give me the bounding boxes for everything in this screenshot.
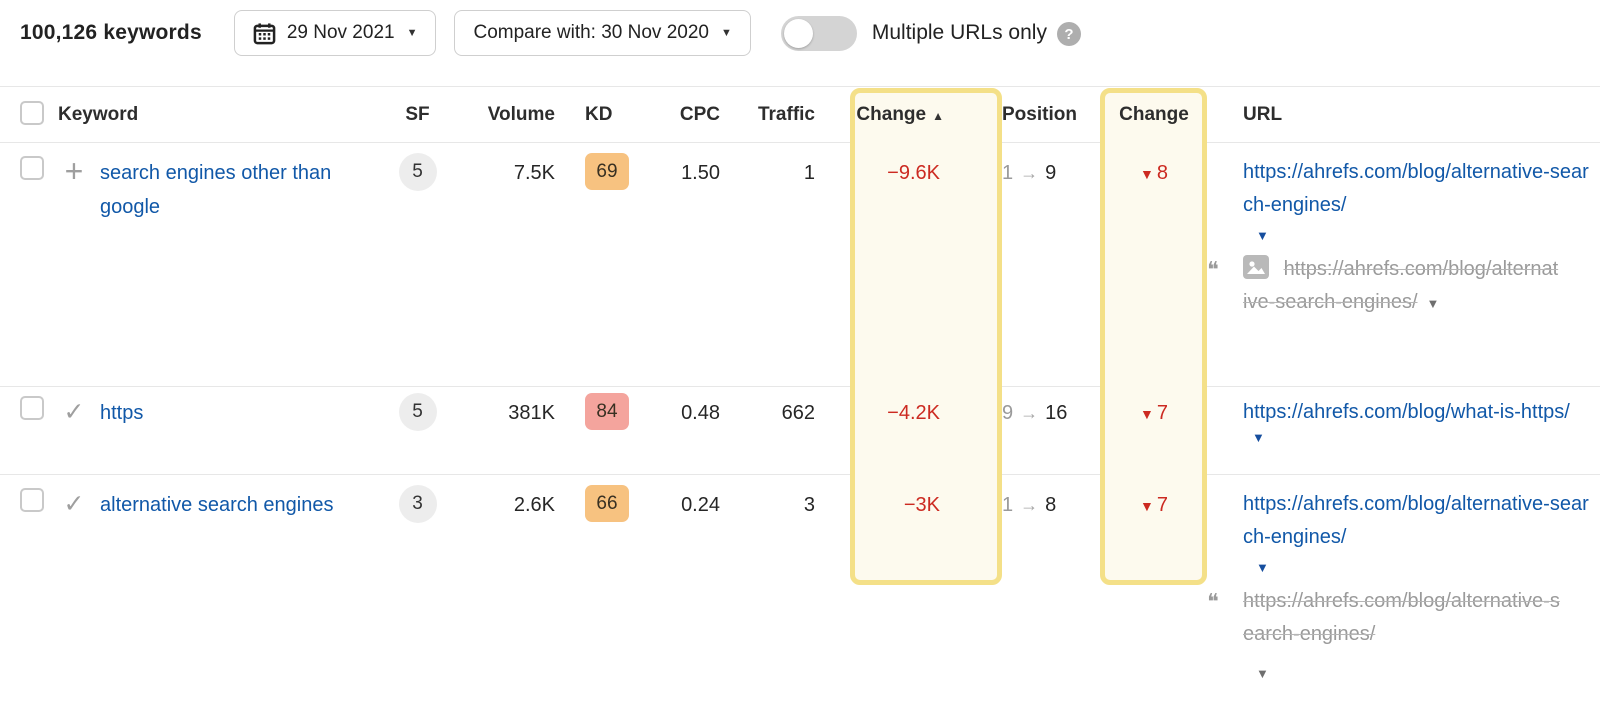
triangle-down-icon: ▼ [1140,406,1154,422]
previous-url-expand-icon[interactable]: ▼ [1426,296,1440,311]
compare-with-label: Compare with: 30 Nov 2020 [473,22,709,43]
position-arrow-icon: → [1020,495,1039,515]
sort-asc-icon: ▲ [932,109,944,123]
highlight-position-change-column [1100,88,1207,585]
toolbar: 100,126 keywords 29 Nov 2021 ▼ Compare w… [0,0,1600,86]
serp-features-badge: 5 [398,393,437,431]
date-picker-label: 29 Nov 2021 [286,22,395,43]
traffic-value: 1 [803,162,815,184]
traffic-change-value: −9.6K [887,162,940,184]
column-header-url[interactable]: URL [1243,104,1283,125]
keyword-link[interactable]: https [100,402,144,424]
image-icon [1243,255,1269,279]
previous-url-expand-icon[interactable]: ▼ [1256,666,1269,681]
triangle-down-icon: ▼ [1140,498,1154,514]
previous-url: ❝ https://ahrefs.com/blog/alternative-se… [1207,585,1561,690]
keywords-count: 100,126 keywords [20,21,202,44]
chevron-down-icon: ▼ [406,27,418,39]
table-row: + search engines other than google 5 7.5… [0,142,1600,386]
help-icon[interactable]: ? [1056,22,1081,46]
traffic-change-value: −4.2K [887,402,940,424]
check-icon: ✓ [63,398,85,426]
kd-badge: 84 [585,393,629,430]
volume-value: 381K [508,402,555,424]
multiple-urls-toggle[interactable] [780,16,857,51]
quote-icon: ❝ [1207,589,1219,614]
traffic-change-value: −3K [903,494,940,516]
previous-url-text[interactable]: https://ahrefs.com/blog/alternative-sear… [1243,590,1560,645]
kd-badge: 66 [585,485,629,522]
position-change-value: ▼ 8 [1140,162,1168,184]
position-arrow-icon: → [1020,403,1039,423]
table-header-row: Keyword SF Volume KD CPC Traffic Change ▲… [0,88,1600,142]
table-row: ✓ alternative search engines 3 2.6K 66 0… [0,474,1600,701]
date-picker-button[interactable]: 29 Nov 2021 ▼ [233,10,437,56]
position-change-value: ▼ 7 [1140,402,1168,424]
serp-features-badge: 5 [398,153,437,191]
volume-value: 7.5K [513,162,555,184]
expand-plus-icon[interactable]: + [64,153,84,189]
traffic-value: 662 [781,402,815,424]
previous-url-text[interactable]: https://ahrefs.com/blog/alternative-sear… [1243,258,1559,313]
ranking-url: https://ahrefs.com/blog/what-is-https/ ▼ [1243,396,1590,447]
select-all-checkbox[interactable] [20,100,44,125]
serp-features-badge: 3 [398,485,437,523]
traffic-value: 3 [803,494,815,516]
position-value: 1 → 8 [1002,494,1057,516]
row-checkbox[interactable] [20,156,44,180]
ranking-url: https://ahrefs.com/blog/alternative-sear… [1243,488,1590,575]
column-header-cpc[interactable]: CPC [679,104,720,125]
url-expand-icon[interactable]: ▼ [1252,430,1265,445]
column-header-kd[interactable]: KD [585,104,613,125]
table-row: ✓ https 5 381K 84 0.48 662 −4.2K 9 → 16 ▼ 7… [0,386,1600,474]
row-checkbox[interactable] [20,396,44,420]
row-divider [0,386,1600,387]
column-header-volume[interactable]: Volume [487,104,555,125]
position-value: 9 → 16 [1002,402,1068,424]
quote-icon: ❝ [1207,257,1219,282]
compare-with-button[interactable]: Compare with: 30 Nov 2020 ▼ [454,10,751,56]
column-header-sf[interactable]: SF [405,104,430,125]
chevron-down-icon: ▼ [720,27,732,39]
kd-badge: 69 [585,153,629,190]
table-body: + search engines other than google 5 7.5… [0,142,1600,701]
url-link[interactable]: https://ahrefs.com/blog/alternative-sear… [1243,493,1589,548]
cpc-value: 0.48 [681,402,720,424]
cpc-value: 1.50 [681,162,720,184]
keyword-link[interactable]: alternative search engines [100,494,334,516]
toolbar-divider [0,86,1600,87]
multiple-urls-label: Multiple URLs only [871,21,1047,44]
toggle-knob [783,19,813,48]
column-header-traffic-change[interactable]: Change ▲ [856,104,944,125]
url-expand-icon[interactable]: ▼ [1256,228,1269,243]
calendar-icon [253,22,276,45]
column-header-keyword[interactable]: Keyword [58,104,139,125]
row-checkbox[interactable] [20,488,44,512]
url-expand-icon[interactable]: ▼ [1256,560,1269,575]
column-header-position-change[interactable]: Change [1119,104,1189,125]
position-value: 1 → 9 [1002,162,1057,184]
cpc-value: 0.24 [681,494,720,516]
row-divider [0,474,1600,475]
triangle-down-icon: ▼ [1140,166,1154,182]
column-header-position[interactable]: Position [1002,104,1077,125]
volume-value: 2.6K [513,494,555,516]
column-header-traffic[interactable]: Traffic [757,104,815,125]
url-link[interactable]: https://ahrefs.com/blog/what-is-https/ [1243,401,1570,423]
position-change-value: ▼ 7 [1140,494,1168,516]
keyword-link[interactable]: search engines other than google [100,162,332,218]
check-icon: ✓ [63,490,85,518]
previous-url: ❝ https://ahrefs.com/blog/alternative-se… [1207,253,1561,320]
ranking-url: https://ahrefs.com/blog/alternative-sear… [1243,156,1590,243]
header-divider [0,142,1600,143]
url-link[interactable]: https://ahrefs.com/blog/alternative-sear… [1243,161,1589,216]
highlight-traffic-change-column [850,88,1002,585]
position-arrow-icon: → [1020,163,1039,183]
